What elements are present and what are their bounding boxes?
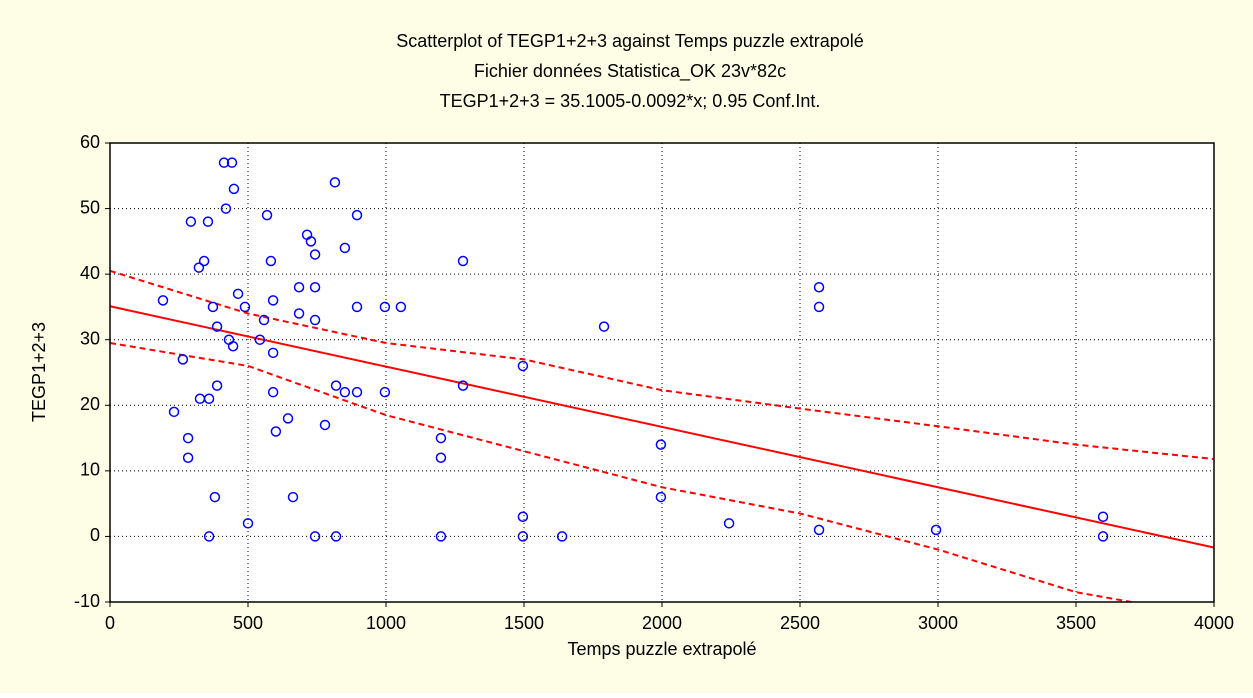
point (293, 282, 305, 293)
point (395, 301, 407, 313)
point (457, 255, 469, 267)
point (267, 295, 279, 306)
point (305, 236, 317, 247)
point (379, 301, 391, 313)
point (267, 386, 279, 398)
point (267, 347, 279, 359)
plot-content (110, 157, 1214, 602)
point (211, 321, 223, 332)
point (556, 531, 568, 542)
annotation: TEGP1+2+3 = 35.1005-0.0092*x; 0.95 Conf.… (440, 91, 821, 111)
point (351, 386, 363, 398)
point (813, 282, 825, 293)
x-tick-label: 3500 (1056, 613, 1096, 633)
point (242, 518, 254, 529)
point (930, 524, 942, 536)
x-tick-label: 4000 (1194, 613, 1234, 633)
point (226, 157, 238, 168)
point (339, 242, 351, 254)
x-axis-label: Temps puzzle extrapolé (567, 639, 756, 659)
y-tick-label: 30 (80, 328, 100, 348)
plot-frame (109, 142, 1215, 603)
x-tick-label: 1500 (504, 613, 544, 633)
regression-line (110, 305, 1214, 549)
point (261, 209, 273, 221)
y-tick-label: 20 (80, 394, 100, 414)
point (1097, 531, 1109, 542)
confidence-band (110, 342, 1132, 602)
point (254, 334, 266, 345)
point (339, 386, 351, 398)
x-tick-label: 500 (233, 613, 263, 633)
point (157, 295, 169, 306)
point (239, 301, 251, 313)
point (182, 432, 194, 444)
x-tick-label: 0 (105, 613, 115, 633)
point (258, 314, 270, 326)
point (293, 308, 305, 319)
point (319, 419, 331, 431)
point (207, 301, 219, 313)
point (182, 452, 194, 463)
confidence-band (110, 269, 1214, 461)
point (1097, 511, 1109, 523)
y-axis-label: TEGP1+2+3 (29, 322, 49, 422)
point (813, 524, 825, 536)
point (457, 380, 469, 391)
point (265, 255, 277, 267)
point (203, 393, 215, 404)
point (309, 314, 321, 326)
point (287, 491, 299, 503)
y-tick-label: -10 (74, 591, 100, 611)
x-tick-label: 3000 (918, 613, 958, 633)
point (351, 209, 363, 221)
point (379, 386, 391, 398)
x-tick-label: 2000 (642, 613, 682, 633)
point (218, 157, 230, 168)
point (309, 282, 321, 293)
point (655, 491, 667, 503)
point (202, 216, 214, 227)
point (330, 380, 342, 391)
point (211, 380, 223, 391)
point (203, 531, 215, 542)
x-tick-label: 1000 (366, 613, 406, 633)
point (193, 262, 205, 273)
y-tick-label: 60 (80, 132, 100, 152)
point (220, 203, 232, 214)
point (209, 491, 221, 503)
point (168, 406, 180, 418)
point (435, 452, 447, 463)
point (330, 531, 342, 542)
point (232, 288, 244, 300)
x-tick-label: 2500 (780, 613, 820, 633)
y-tick-label: 10 (80, 460, 100, 480)
point (813, 301, 825, 313)
chart-subtitle: Fichier données Statistica_OK 23v*82c (474, 61, 786, 82)
point (655, 439, 667, 450)
point (270, 426, 282, 437)
chart-title: Scatterplot of TEGP1+2+3 against Temps p… (396, 31, 864, 51)
point (435, 432, 447, 444)
point (227, 341, 239, 352)
y-tick-label: 0 (90, 525, 100, 545)
point (309, 249, 321, 260)
point (309, 531, 321, 542)
point (351, 301, 363, 313)
point (185, 216, 197, 227)
point (282, 413, 294, 424)
point (723, 518, 735, 529)
point (228, 183, 240, 195)
point (598, 321, 610, 332)
point (435, 531, 447, 542)
point (517, 511, 529, 523)
y-tick-label: 40 (80, 263, 100, 283)
point (517, 360, 529, 372)
point (198, 255, 210, 267)
point (177, 354, 189, 365)
point (329, 177, 341, 188)
point (517, 531, 529, 542)
y-tick-label: 50 (80, 197, 100, 217)
